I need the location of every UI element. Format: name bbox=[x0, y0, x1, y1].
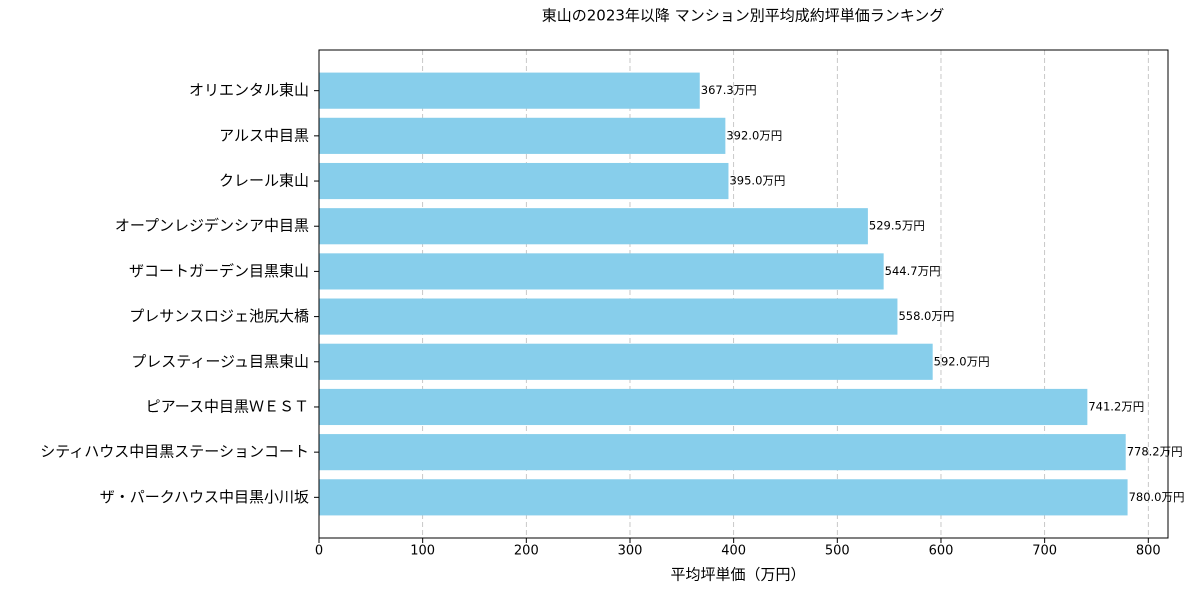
value-label: 367.3万円 bbox=[701, 83, 757, 97]
x-axis-label: 平均坪単価（万円） bbox=[670, 566, 805, 584]
y-tick-label: ピアース中目黒ＷＥＳＴ bbox=[146, 397, 309, 415]
x-tick-label: 700 bbox=[1032, 544, 1057, 559]
x-tick-label: 500 bbox=[825, 544, 850, 559]
chart-title: 東山の2023年以降 マンション別平均成約坪単価ランキング bbox=[542, 7, 945, 25]
value-label: 529.5万円 bbox=[869, 219, 925, 233]
y-tick-label: プレスティージュ目黒東山 bbox=[131, 352, 309, 370]
y-tick-label: オープンレジデンシア中目黒 bbox=[115, 217, 309, 235]
y-tick-label: プレサンスロジェ池尻大橋 bbox=[129, 307, 309, 325]
bar bbox=[319, 208, 868, 245]
y-tick-label: アルス中目黒 bbox=[219, 126, 309, 144]
bar bbox=[319, 343, 933, 380]
y-tick-label: ザコートガーデン目黒東山 bbox=[129, 262, 309, 280]
bar bbox=[319, 162, 729, 200]
x-tick-label: 0 bbox=[315, 544, 323, 559]
bar bbox=[319, 253, 884, 290]
x-tick-label: 400 bbox=[721, 544, 746, 559]
bar bbox=[319, 117, 726, 154]
bar bbox=[319, 388, 1088, 426]
x-tick-label: 600 bbox=[929, 544, 954, 559]
value-label: 392.0万円 bbox=[726, 128, 782, 142]
y-tick-label: オリエンタル東山 bbox=[189, 81, 309, 99]
y-tick-label: クレール東山 bbox=[219, 172, 309, 190]
y-tick-label: ザ・パークハウス中目黒小川坂 bbox=[100, 488, 309, 506]
x-tick-label: 200 bbox=[514, 544, 539, 559]
value-label: 558.0万円 bbox=[898, 309, 954, 323]
x-tick-label: 300 bbox=[618, 544, 643, 559]
value-label: 778.2万円 bbox=[1127, 445, 1183, 459]
value-label: 741.2万円 bbox=[1088, 399, 1144, 413]
plot-frame bbox=[318, 49, 1169, 539]
x-tick-label: 100 bbox=[410, 544, 435, 559]
value-label: 592.0万円 bbox=[934, 354, 990, 368]
y-tick-label: シティハウス中目黒ステーションコート bbox=[40, 443, 309, 461]
x-tick-label: 800 bbox=[1136, 544, 1161, 559]
value-label: 395.0万円 bbox=[729, 174, 785, 188]
bar bbox=[319, 434, 1126, 471]
value-label: 780.0万円 bbox=[1129, 490, 1185, 504]
bar bbox=[319, 72, 700, 109]
value-label: 544.7万円 bbox=[885, 264, 941, 278]
bar bbox=[319, 298, 898, 335]
bar bbox=[319, 479, 1128, 516]
